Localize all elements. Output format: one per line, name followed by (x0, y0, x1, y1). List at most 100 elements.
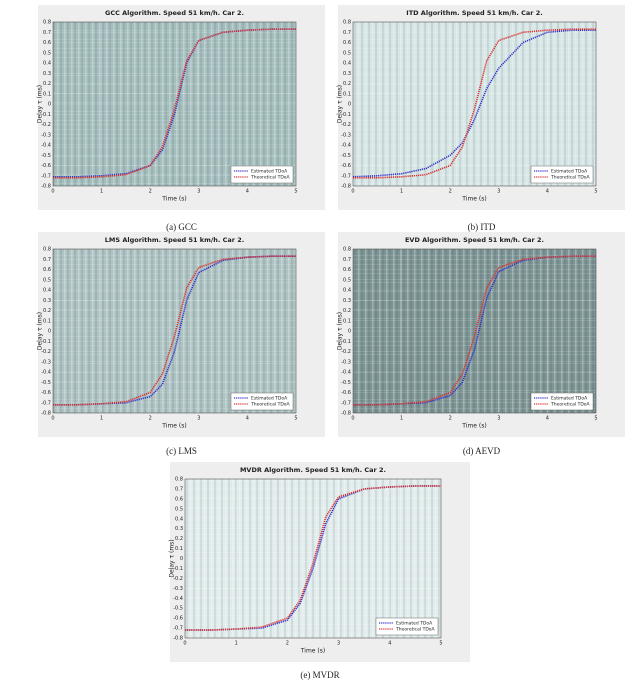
legend-label: Theoretical TDoA (250, 175, 291, 181)
y-tick-label: -0.5 (173, 606, 183, 612)
x-tick-label: 0 (51, 189, 54, 195)
x-tick-label: 0 (351, 416, 354, 422)
y-tick-label: 0.3 (43, 298, 51, 304)
y-tick-label: 0.5 (175, 506, 183, 512)
x-tick-label: 4 (546, 189, 549, 195)
legend-label: Estimated TDoA (551, 169, 588, 175)
y-tick-label: -0.1 (41, 339, 51, 345)
y-tick-label: 0.2 (43, 81, 51, 87)
legend-box (375, 617, 439, 636)
y-tick-label: 0 (48, 329, 51, 335)
x-tick-label: 4 (246, 416, 249, 422)
y-tick-label: 0 (348, 102, 351, 108)
y-tick-label: 0.8 (343, 247, 351, 253)
caption: (b) ITD (468, 222, 496, 232)
y-tick-label: 0.1 (175, 546, 183, 552)
y-tick-label: -0.1 (41, 112, 51, 118)
x-tick-label: 3 (197, 189, 200, 195)
y-tick-label: 0.2 (175, 536, 183, 542)
y-tick-label: 0.8 (343, 20, 351, 26)
x-tick-label: 1 (100, 189, 103, 195)
y-axis-label: Delay τ (ms) (169, 539, 176, 577)
series-line (353, 28, 596, 179)
y-axis-label: Delay τ (ms) (337, 312, 344, 350)
plot-frame (52, 21, 297, 187)
y-tick-label: 0.6 (43, 40, 51, 46)
y-tick-label: 0 (48, 102, 51, 108)
y-tick-label: -0.7 (173, 626, 183, 632)
y-tick-label: -0.6 (173, 616, 183, 622)
y-tick-label: 0.1 (343, 318, 351, 324)
y-tick-label: 0.4 (343, 61, 351, 67)
y-tick-label: -0.7 (341, 173, 351, 179)
legend-box (530, 165, 594, 184)
y-axis-label: Delay τ (ms) (37, 312, 44, 350)
y-tick-label: -0.4 (173, 596, 183, 602)
texture (353, 22, 596, 186)
subplot: ITD Algorithm. Speed 51 km/h. Car 2. -0.8… (337, 5, 625, 232)
y-tick-label: -0.3 (41, 359, 51, 365)
y-tick-label: 0.8 (175, 477, 183, 483)
x-tick-label: 1 (400, 416, 403, 422)
chart-title: MVDR Algorithm. Speed 51 km/h. Car 2. (240, 466, 386, 474)
series-line (353, 255, 596, 406)
legend-label: Theoretical TDoA (395, 627, 436, 633)
y-tick-label: -0.1 (341, 112, 351, 118)
x-tick-label: 5 (594, 416, 597, 422)
y-tick-label: 0.3 (175, 526, 183, 532)
texture (353, 249, 596, 413)
y-tick-label: 0.5 (43, 50, 51, 56)
chart-title: EVD Algorithm. Speed 51 km/h. Car 2. (405, 236, 544, 244)
y-tick-label: 0.7 (43, 30, 51, 36)
caption: (a) GCC (166, 222, 197, 232)
x-tick-label: 0 (183, 641, 186, 647)
subplot: EVD Algorithm. Speed 51 km/h. Car 2. -0.8… (337, 232, 625, 456)
x-tick-label: 3 (337, 641, 340, 647)
x-tick-label: 2 (449, 416, 452, 422)
y-tick-label: -0.4 (41, 370, 51, 376)
x-tick-label: 1 (100, 416, 103, 422)
y-tick-label: 0.3 (343, 71, 351, 77)
legend-label: Theoretical TDoA (550, 175, 591, 181)
y-tick-label: -0.8 (41, 411, 51, 417)
y-tick-label: 0.1 (43, 318, 51, 324)
x-tick-label: 5 (294, 189, 297, 195)
y-axis-label: Delay τ (ms) (337, 85, 344, 123)
y-tick-label: -0.7 (341, 400, 351, 406)
chart-title: ITD Algorithm. Speed 51 km/h. Car 2. (406, 9, 542, 17)
y-tick-label: 0.3 (343, 298, 351, 304)
y-tick-label: -0.4 (341, 143, 351, 149)
plot-frame (52, 248, 297, 414)
y-tick-label: -0.6 (341, 163, 351, 169)
texture (185, 479, 441, 638)
x-tick-label: 1 (400, 189, 403, 195)
x-axis-label: Time (s) (161, 196, 186, 203)
y-tick-label: -0.8 (41, 184, 51, 190)
plot-frame (352, 21, 597, 187)
y-tick-label: -0.6 (341, 390, 351, 396)
y-tick-label: 0.2 (343, 308, 351, 314)
y-tick-label: 0.5 (43, 277, 51, 283)
chart-title: GCC Algorithm. Speed 51 km/h. Car 2. (105, 9, 244, 17)
legend-label: Estimated TDoA (551, 396, 588, 402)
texture (53, 22, 296, 186)
y-tick-label: -0.2 (173, 576, 183, 582)
plot-frame (184, 478, 442, 639)
y-tick-label: 0.5 (343, 277, 351, 283)
x-tick-label: 3 (497, 189, 500, 195)
y-tick-label: 0.8 (43, 247, 51, 253)
legend-label: Theoretical TDoA (550, 402, 591, 408)
y-tick-label: 0.6 (175, 496, 183, 502)
y-tick-label: 0.7 (43, 257, 51, 263)
y-tick-label: -0.4 (341, 370, 351, 376)
caption: (d) AEVD (463, 446, 501, 456)
subplot: MVDR Algorithm. Speed 51 km/h. Car 2. -0.… (169, 462, 470, 680)
y-tick-label: -0.2 (41, 122, 51, 128)
x-tick-label: 0 (51, 416, 54, 422)
x-tick-label: 2 (149, 189, 152, 195)
y-tick-label: 0.2 (43, 308, 51, 314)
y-tick-label: 0.2 (343, 81, 351, 87)
y-tick-label: -0.8 (341, 184, 351, 190)
x-tick-label: 4 (388, 641, 391, 647)
y-tick-label: -0.5 (41, 153, 51, 159)
